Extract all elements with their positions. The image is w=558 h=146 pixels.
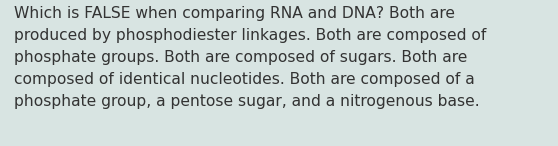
Text: Which is FALSE when comparing RNA and DNA? Both are
produced by phosphodiester l: Which is FALSE when comparing RNA and DN… bbox=[14, 6, 487, 109]
